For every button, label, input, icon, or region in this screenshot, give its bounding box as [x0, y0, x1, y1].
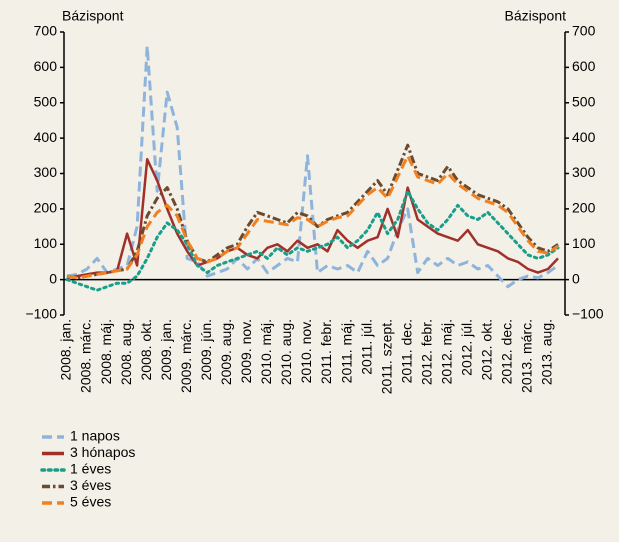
y-tick-label: 0	[49, 270, 57, 286]
y2-tick-label: 300	[572, 164, 596, 180]
x-tick-label: 2009. nov.	[238, 319, 254, 383]
y-tick-label: −100	[25, 306, 57, 322]
legend-label: 5 éves	[70, 494, 111, 510]
x-tick-label: 2008. jan.	[58, 319, 74, 381]
y-axis-label: Bázispont	[62, 8, 124, 24]
legend-label: 1 éves	[70, 461, 111, 477]
y-tick-label: 400	[34, 129, 58, 145]
x-tick-label: 2011. szept.	[378, 319, 394, 394]
y-tick-label: 700	[34, 23, 58, 39]
y2-tick-label: 700	[572, 23, 596, 39]
legend-label: 1 napos	[70, 428, 120, 444]
y-tick-label: 500	[34, 93, 58, 109]
legend-label: 3 hónapos	[70, 444, 135, 460]
y-tick-label: 600	[34, 58, 58, 74]
series-line	[66, 143, 559, 280]
y-tick-label: 200	[34, 200, 58, 216]
x-tick-label: 2010. nov.	[298, 319, 314, 383]
series-line	[66, 158, 559, 280]
x-tick-label: 2010. aug.	[278, 319, 294, 385]
x-tick-label: 2008. márc.	[78, 319, 94, 393]
x-tick-label: 2013. márc.	[519, 319, 535, 393]
y2-tick-label: 400	[572, 129, 596, 145]
x-tick-label: 2011. febr.	[318, 319, 334, 384]
series-line	[66, 154, 559, 280]
x-tick-label: 2008. aug.	[118, 319, 134, 385]
y-tick-label: 100	[34, 235, 58, 251]
series-line	[65, 189, 560, 292]
x-tick-label: 2009. márc.	[178, 319, 194, 393]
y2-tick-label: −100	[572, 306, 604, 322]
x-tick-label: 2012. júl.	[459, 319, 475, 376]
x-tick-label: 2008. máj.	[98, 319, 114, 384]
x-tick-label: 2008. okt.	[138, 319, 154, 381]
x-tick-label: 2013. aug.	[539, 319, 555, 385]
x-tick-label: 2012. okt.	[479, 319, 495, 381]
x-tick-label: 2012. febr.	[418, 319, 434, 385]
y2-tick-label: 600	[572, 58, 596, 74]
y2-tick-label: 500	[572, 93, 596, 109]
x-tick-label: 2009. jún.	[198, 319, 214, 381]
x-tick-label: 2011. dec.	[398, 319, 414, 383]
series-line	[66, 44, 559, 289]
y2-tick-label: 200	[572, 200, 596, 216]
x-tick-label: 2010. máj.	[258, 319, 274, 384]
legend-label: 3 éves	[70, 477, 111, 493]
x-tick-label: 2009. aug.	[218, 319, 234, 385]
x-tick-label: 2012. dec.	[499, 319, 515, 384]
y2-axis-label: Bázispont	[505, 8, 567, 24]
y-tick-label: 300	[34, 164, 58, 180]
y2-tick-label: 0	[572, 270, 580, 286]
x-tick-label: 2011. júl.	[358, 319, 374, 375]
x-tick-label: 2009. jan.	[158, 319, 174, 381]
x-tick-label: 2012. máj.	[438, 319, 454, 384]
x-tick-label: 2011. máj.	[338, 319, 354, 383]
y2-tick-label: 100	[572, 235, 596, 251]
